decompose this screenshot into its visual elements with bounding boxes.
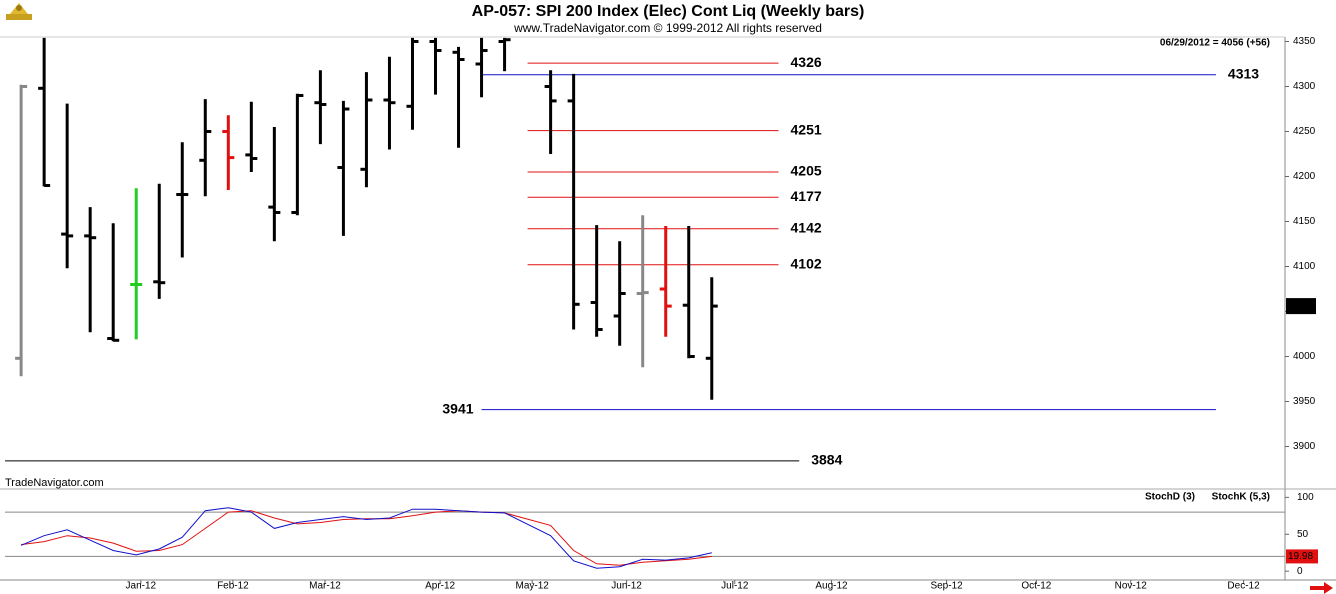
level-label: 3941 [442, 400, 473, 416]
y-tick-label: 4200 [1293, 171, 1316, 182]
x-tick-label: Nov-12 [1115, 581, 1148, 592]
stoch-line [21, 510, 712, 566]
x-tick-label: May-12 [516, 581, 550, 592]
x-tick-label: Feb-12 [217, 581, 249, 592]
y-tick-label: 4000 [1293, 351, 1316, 362]
last-value-box [1286, 549, 1318, 564]
y-tick-label: 3950 [1293, 396, 1316, 407]
y-tick-label: 4300 [1293, 81, 1316, 92]
watermark: TradeNavigator.com [5, 477, 104, 489]
y-tick-label: 4100 [1293, 261, 1316, 272]
x-tick-label: Dec-12 [1227, 581, 1260, 592]
y-tick-label: 100 [1297, 492, 1314, 503]
stoch-line [20, 507, 712, 569]
y-tick-label: 4150 [1293, 216, 1316, 227]
x-tick-label: Aug-12 [815, 581, 848, 592]
x-tick-label: Jan-12 [126, 581, 157, 592]
last-value-note: 06/29/2012 = 4056 (+56) [1160, 38, 1270, 49]
level-label: 3884 [811, 452, 842, 468]
level-label: 4251 [791, 121, 822, 137]
level-label: 4142 [791, 219, 822, 235]
y-tick-label: 3900 [1293, 441, 1316, 452]
scroll-arrow[interactable] [1310, 582, 1333, 594]
y-tick-label: 4350 [1293, 36, 1316, 47]
y-tick-label: 0 [1297, 566, 1303, 577]
logo [6, 3, 32, 20]
last-price-box [1286, 298, 1316, 315]
level-label: 4177 [791, 188, 822, 204]
level-label: 4102 [791, 255, 822, 271]
level-label: 4326 [791, 54, 822, 70]
last-value-label: 19.98 [1288, 551, 1313, 562]
level-label: 4313 [1228, 66, 1259, 82]
legend-entry: StochD (3) [1145, 492, 1195, 503]
x-tick-label: Sep-12 [930, 581, 963, 592]
subtitle: www.TradeNavigator.com © 1999-2012 All r… [513, 21, 822, 35]
level-label: 4205 [791, 163, 822, 179]
chart-title: AP-057: SPI 200 Index (Elec) Cont Liq (W… [472, 3, 865, 20]
y-tick-label: 50 [1297, 529, 1309, 540]
last-price-label: 4056 [1288, 301, 1311, 312]
y-tick-label: 4250 [1293, 126, 1316, 137]
x-tick-label: Jul-12 [721, 581, 749, 592]
x-tick-label: Apr-12 [425, 581, 455, 592]
x-tick-label: Oct-12 [1021, 581, 1051, 592]
x-tick-label: Jun-12 [611, 581, 642, 592]
x-tick-label: Mar-12 [309, 581, 341, 592]
legend-entry: StochK (5,3) [1212, 492, 1270, 503]
